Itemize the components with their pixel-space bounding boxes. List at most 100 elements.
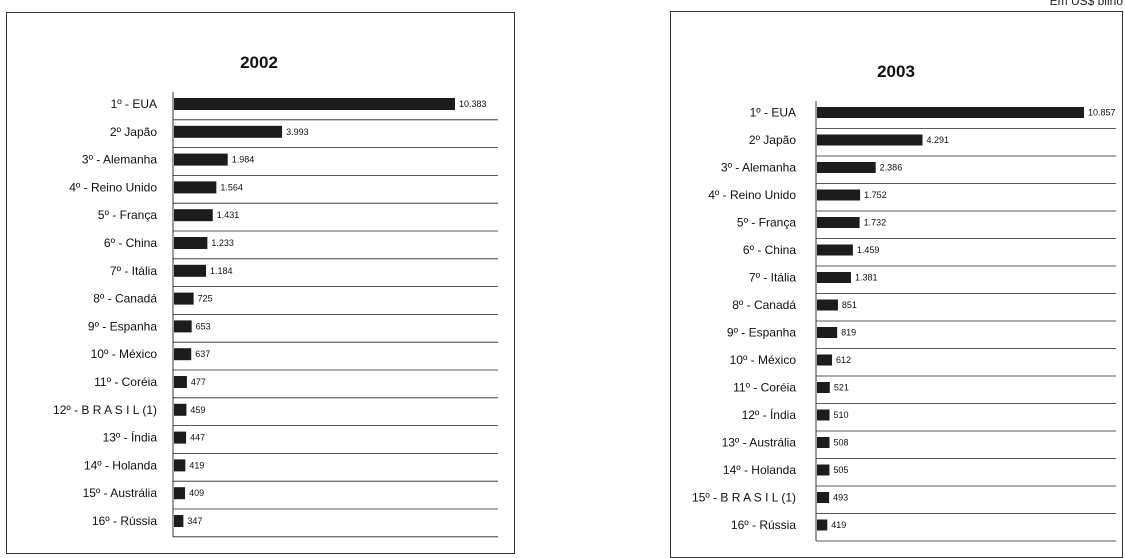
category-label: 4º - Reino Unido xyxy=(708,188,796,202)
value-label: 447 xyxy=(190,433,205,443)
value-label: 851 xyxy=(842,300,857,310)
category-label: 1º - EUA xyxy=(111,97,157,111)
value-label: 419 xyxy=(831,520,846,530)
value-label: 510 xyxy=(834,410,849,420)
bar xyxy=(174,237,208,249)
category-label: 1º - EUA xyxy=(750,106,796,120)
bar xyxy=(817,354,833,366)
category-label: 12º - B R A S I L (1) xyxy=(53,403,157,417)
category-label: 8º - Canadá xyxy=(732,298,796,312)
category-label: 2º Japão xyxy=(749,133,796,147)
value-label: 1.984 xyxy=(232,155,255,165)
category-label: 13º - Austrália xyxy=(722,436,797,450)
bar xyxy=(817,189,861,201)
value-label: 521 xyxy=(834,383,849,393)
bar xyxy=(817,464,830,476)
bar xyxy=(174,376,187,388)
value-label: 1.459 xyxy=(857,245,880,255)
value-label: 637 xyxy=(195,349,210,359)
value-label: 1.732 xyxy=(864,218,887,228)
bar xyxy=(817,492,830,503)
bar xyxy=(817,107,1084,118)
value-label: 409 xyxy=(189,488,204,498)
value-label: 477 xyxy=(191,377,206,387)
category-label: 7º - Itália xyxy=(110,264,157,278)
category-label: 2º Japão xyxy=(110,125,157,139)
bar xyxy=(174,181,217,194)
bar xyxy=(174,487,186,500)
category-label: 3º - Alemanha xyxy=(721,161,796,175)
bar xyxy=(817,217,860,228)
value-label: 819 xyxy=(841,328,856,338)
bar xyxy=(174,403,187,416)
bar xyxy=(174,153,228,166)
category-label: 5º - França xyxy=(98,208,157,222)
category-label: 16º - Rússia xyxy=(731,518,796,532)
category-label: 10º - México xyxy=(730,353,797,367)
value-label: 1.564 xyxy=(220,182,243,192)
category-label: 9º - Espanha xyxy=(88,319,157,333)
unit-note: Em US$ bilhõ xyxy=(1049,0,1123,8)
bar xyxy=(174,125,283,138)
value-label: 653 xyxy=(196,321,211,331)
bar xyxy=(817,327,838,338)
category-label: 3º - Alemanha xyxy=(82,153,157,167)
category-label: 15º - Austrália xyxy=(83,486,158,500)
chart-title: 2002 xyxy=(240,53,278,72)
bar xyxy=(174,292,194,305)
value-label: 493 xyxy=(833,493,848,503)
bar xyxy=(817,162,876,173)
bar xyxy=(174,320,192,333)
category-label: 4º - Reino Unido xyxy=(69,180,157,194)
value-label: 1.184 xyxy=(210,266,233,276)
category-label: 14º - Holanda xyxy=(84,458,157,472)
value-label: 1.752 xyxy=(864,190,887,200)
chart-title: 2003 xyxy=(877,62,915,81)
category-label: 14º - Holanda xyxy=(723,463,796,477)
bar xyxy=(174,98,455,110)
bar xyxy=(817,382,830,393)
value-label: 612 xyxy=(836,355,851,365)
category-label: 6º - China xyxy=(743,243,796,257)
category-label: 8º - Canadá xyxy=(93,292,157,306)
value-label: 10.383 xyxy=(459,99,487,109)
bar xyxy=(174,431,187,444)
value-label: 1.233 xyxy=(211,238,234,248)
chart-panel-2002: 2002 1º - EUA 10.383 2º Japão 3.993 3º - Alem… xyxy=(6,12,515,554)
bar xyxy=(817,437,830,448)
category-label: 12º - Índia xyxy=(742,407,797,422)
chart-panel-2003: 2003 1º - EUA 10.857 2º Japão 4.291 3º - Alem… xyxy=(670,11,1123,558)
category-label: 13º - Índia xyxy=(103,430,158,445)
bar xyxy=(174,459,186,472)
bar xyxy=(817,134,923,146)
value-label: 725 xyxy=(198,294,213,304)
bar-chart-2002: 2002 1º - EUA 10.383 2º Japão 3.993 3º - Alem… xyxy=(53,53,498,538)
category-label: 15º - B R A S I L (1) xyxy=(692,491,796,505)
value-label: 508 xyxy=(833,438,848,448)
bar xyxy=(817,519,828,531)
value-label: 4.291 xyxy=(927,135,950,145)
value-label: 1.431 xyxy=(217,210,240,220)
bar xyxy=(817,272,851,283)
value-label: 2.386 xyxy=(880,163,903,173)
value-label: 419 xyxy=(189,460,204,470)
bar xyxy=(817,409,830,421)
bar xyxy=(174,209,213,222)
category-label: 16º - Rússia xyxy=(92,514,157,528)
value-label: 459 xyxy=(190,405,205,415)
value-label: 505 xyxy=(833,465,848,475)
category-label: 10º - México xyxy=(91,347,158,361)
bar xyxy=(817,299,838,311)
value-label: 10.857 xyxy=(1088,108,1116,118)
bar xyxy=(174,264,207,277)
category-label: 5º - França xyxy=(737,216,796,230)
category-label: 6º - China xyxy=(104,236,157,250)
value-label: 3.993 xyxy=(286,127,309,137)
category-label: 11º - Coréia xyxy=(94,375,157,389)
bar-chart-2003: 2003 1º - EUA 10.857 2º Japão 4.291 3º - Alem… xyxy=(692,62,1116,542)
bar xyxy=(174,515,184,527)
bar xyxy=(174,348,192,361)
value-label: 1.381 xyxy=(855,273,878,283)
value-label: 347 xyxy=(187,516,202,526)
category-label: 11º - Coréia xyxy=(733,381,796,395)
